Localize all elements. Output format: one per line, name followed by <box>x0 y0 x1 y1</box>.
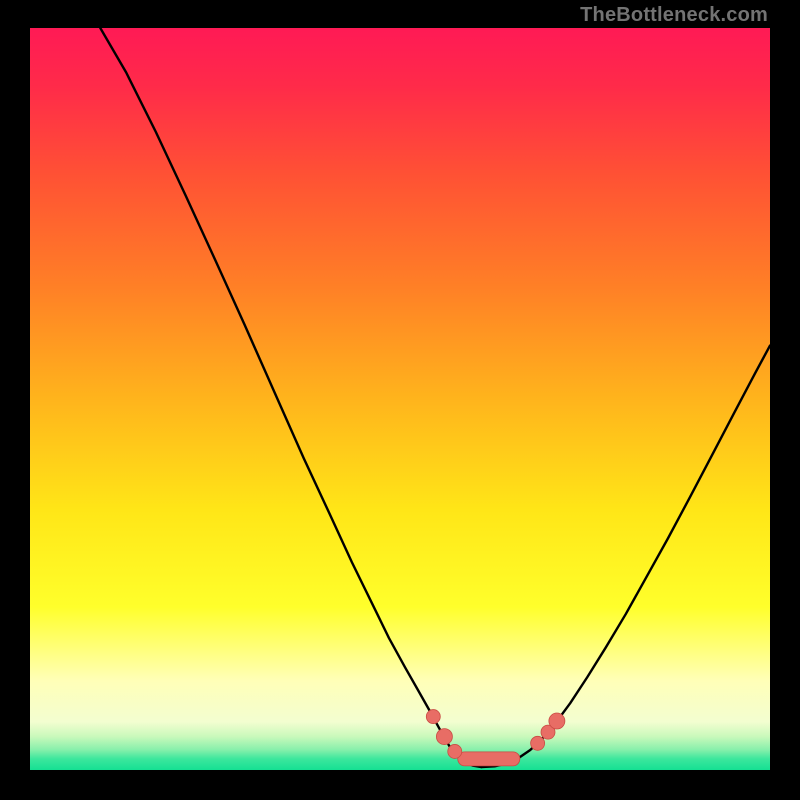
marker-dot <box>426 710 440 724</box>
frame: TheBottleneck.com <box>0 0 800 800</box>
marker-dot <box>549 713 565 729</box>
marker-dot <box>448 744 462 758</box>
watermark-text: TheBottleneck.com <box>580 4 768 27</box>
valley-lozenge <box>458 752 520 766</box>
bottleneck-chart <box>30 28 770 770</box>
marker-dot <box>436 729 452 745</box>
marker-dot <box>531 736 545 750</box>
